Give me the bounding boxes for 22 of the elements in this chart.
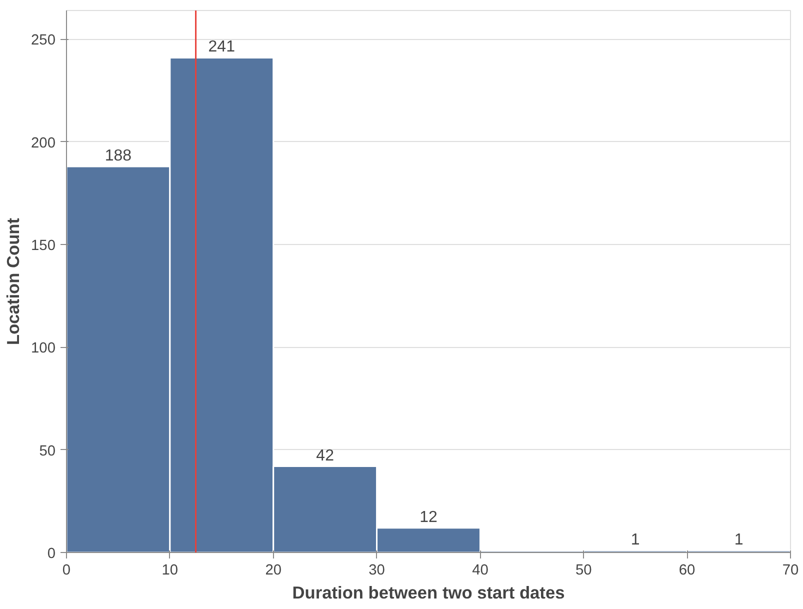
y-axis-title: Location Count: [3, 218, 24, 346]
data-label: 241: [208, 38, 236, 56]
data-label: 42: [316, 447, 334, 464]
x-tick-label: 50: [575, 562, 592, 578]
x-tick-label: 70: [782, 562, 799, 578]
x-tick-label: 40: [472, 562, 488, 578]
y-tick-label: 200: [31, 135, 56, 152]
x-tick-label: 30: [368, 562, 385, 578]
data-label: 1: [630, 531, 640, 548]
x-tick-label: 10: [162, 562, 178, 578]
y-tick-label: 150: [31, 238, 56, 254]
data-label: 188: [104, 148, 132, 165]
y-tick-label: 0: [47, 546, 56, 562]
x-tick-label: 20: [265, 562, 282, 578]
x-axis-title: Duration between two start dates: [292, 582, 565, 602]
y-tick-label: 50: [39, 443, 56, 460]
data-label: 12: [420, 508, 438, 526]
data-label: 1: [734, 531, 744, 548]
y-tick-label: 100: [31, 340, 56, 357]
x-tick-label: 0: [62, 562, 71, 578]
y-tick-label: 250: [31, 32, 56, 49]
x-tick-label: 60: [678, 562, 696, 578]
